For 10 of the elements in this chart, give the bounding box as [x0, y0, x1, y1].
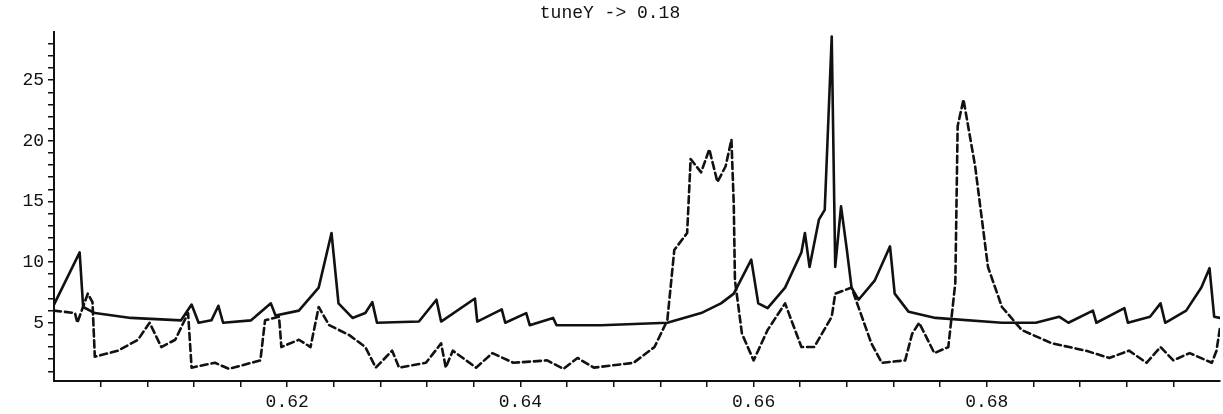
y-tick-label: 20: [22, 130, 44, 151]
x-tick-label: 0.62: [265, 391, 309, 412]
y-tick-label: 15: [22, 191, 44, 212]
y-tick-label: 5: [33, 312, 44, 333]
x-tick-label: 0.66: [731, 391, 776, 412]
x-tick-label: 0.64: [498, 391, 543, 412]
y-tick-label: 25: [22, 69, 44, 90]
y-tick-label: 10: [22, 251, 44, 272]
x-tick-label: 0.68: [965, 391, 1009, 412]
chart-title: tuneY -> 0.18: [539, 2, 681, 23]
